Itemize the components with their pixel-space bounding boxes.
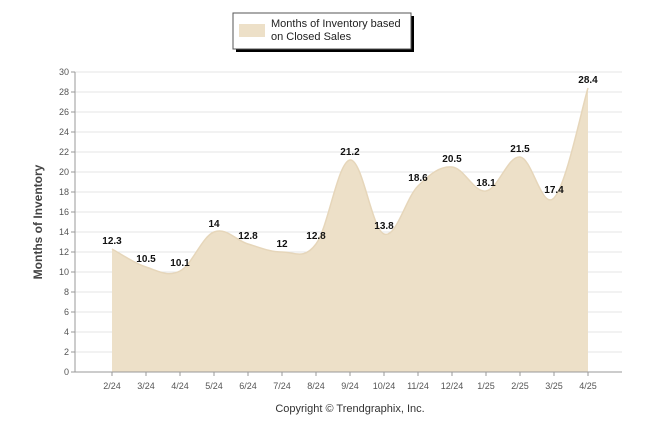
y-tick-label: 6 xyxy=(64,307,69,317)
data-label: 21.2 xyxy=(340,147,360,158)
data-label: 12 xyxy=(276,239,288,250)
data-label: 12.8 xyxy=(238,231,258,242)
legend-label-line2: on Closed Sales xyxy=(271,31,352,43)
x-tick-label: 2/24 xyxy=(103,381,121,391)
y-tick-label: 12 xyxy=(59,247,69,257)
y-tick-label: 30 xyxy=(59,67,69,77)
data-label: 18.1 xyxy=(476,178,496,189)
y-tick-label: 10 xyxy=(59,267,69,277)
x-tick-label: 3/25 xyxy=(545,381,563,391)
y-axis-title: Months of Inventory xyxy=(31,164,45,279)
legend-label-line1: Months of Inventory based xyxy=(271,18,401,30)
data-label: 13.8 xyxy=(374,221,394,232)
series-area xyxy=(112,88,588,372)
x-axis: 2/24 3/24 4/24 5/24 6/24 7/24 8/24 9/24 10/24 11/… xyxy=(75,372,622,391)
data-label: 10.5 xyxy=(136,254,156,265)
x-tick-label: 4/24 xyxy=(171,381,189,391)
y-tick-label: 14 xyxy=(59,227,69,237)
x-tick-label: 1/25 xyxy=(477,381,495,391)
x-tick-label: 3/24 xyxy=(137,381,155,391)
y-tick-label: 28 xyxy=(59,87,69,97)
x-tick-label: 2/25 xyxy=(511,381,529,391)
x-tick-label: 8/24 xyxy=(307,381,325,391)
series-area-fill xyxy=(112,88,588,372)
y-tick-label: 20 xyxy=(59,167,69,177)
data-label: 28.4 xyxy=(578,75,598,86)
y-tick-label: 16 xyxy=(59,207,69,217)
x-tick-label: 4/25 xyxy=(579,381,597,391)
y-tick-label: 22 xyxy=(59,147,69,157)
legend-swatch xyxy=(239,24,265,37)
data-label: 10.1 xyxy=(170,258,190,269)
x-tick-label: 6/24 xyxy=(239,381,257,391)
data-label: 12.8 xyxy=(306,231,326,242)
data-label: 18.6 xyxy=(408,173,428,184)
x-tick-label: 9/24 xyxy=(341,381,359,391)
y-tick-label: 4 xyxy=(64,327,69,337)
y-tick-label: 2 xyxy=(64,347,69,357)
x-tick-label: 10/24 xyxy=(373,381,396,391)
data-label: 14 xyxy=(208,219,220,230)
legend: Months of Inventory based on Closed Sale… xyxy=(233,13,414,52)
x-tick-label: 5/24 xyxy=(205,381,223,391)
x-tick-label: 12/24 xyxy=(441,381,464,391)
y-tick-label: 24 xyxy=(59,127,69,137)
data-label: 12.3 xyxy=(102,236,122,247)
chart: Months of Inventory based on Closed Sale… xyxy=(0,0,646,434)
data-label: 17.4 xyxy=(544,185,564,196)
copyright-text: Copyright © Trendgraphix, Inc. xyxy=(275,403,424,415)
y-tick-label: 0 xyxy=(64,367,69,377)
y-tick-label: 8 xyxy=(64,287,69,297)
y-tick-label: 18 xyxy=(59,187,69,197)
y-tick-label: 26 xyxy=(59,107,69,117)
x-tick-label: 11/24 xyxy=(407,381,429,391)
data-label: 20.5 xyxy=(442,154,462,165)
x-tick-label: 7/24 xyxy=(273,381,291,391)
data-label: 21.5 xyxy=(510,144,530,155)
